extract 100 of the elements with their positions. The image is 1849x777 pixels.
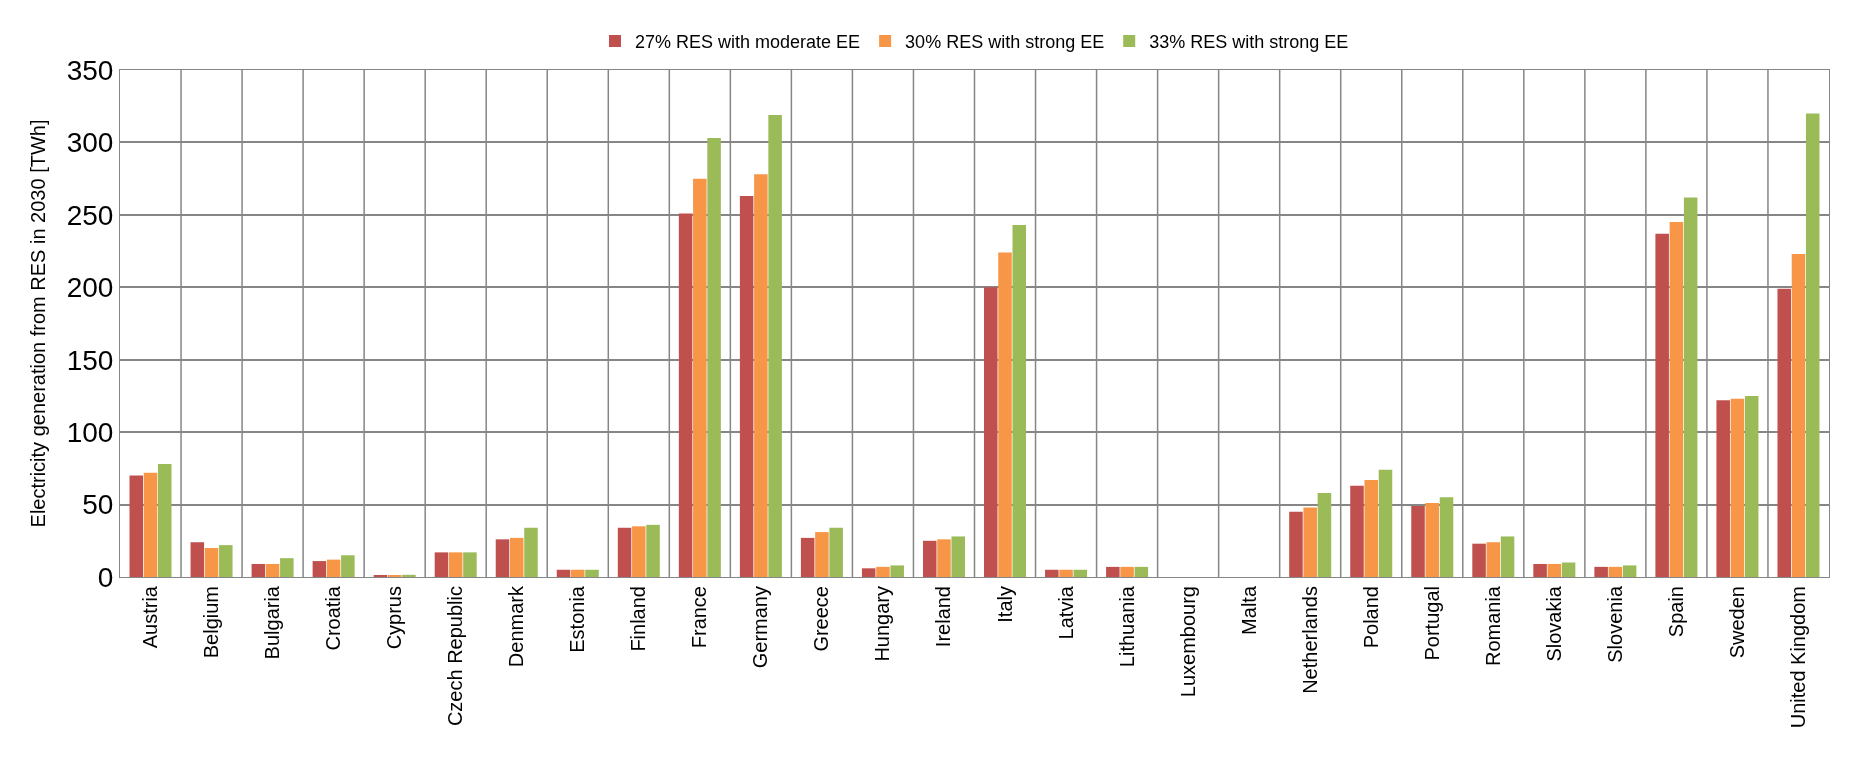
y-tick-label: 0 (97, 561, 114, 593)
bar (556, 569, 571, 577)
bar (448, 552, 463, 577)
bar (1608, 566, 1623, 577)
bar (1777, 288, 1792, 577)
bar (204, 548, 219, 577)
x-tick-label: Slovenia (1603, 585, 1626, 663)
x-tick-label: France (688, 586, 711, 649)
legend-label: 30% RES with strong EE (905, 32, 1105, 53)
bar (190, 542, 205, 577)
x-tick-label: Cyprus (383, 586, 406, 650)
bar (693, 178, 707, 577)
y-tick-label: 100 (66, 416, 114, 448)
bar (1073, 569, 1088, 577)
x-tick-label: Estonia (566, 585, 589, 653)
bar (998, 252, 1012, 577)
x-tick-label: Ireland (932, 586, 955, 648)
bar (1730, 398, 1745, 577)
bar (1683, 197, 1698, 577)
y-tick-label: 200 (66, 272, 114, 304)
bar (1500, 536, 1515, 577)
bar (402, 574, 416, 577)
bar (495, 539, 510, 577)
x-tick-label: Portugal (1420, 586, 1443, 661)
bar (1045, 569, 1059, 577)
bar (1594, 566, 1608, 577)
x-tick-label: Czech Republic (444, 586, 467, 727)
bar (1744, 395, 1759, 577)
bar (1622, 565, 1637, 577)
bar (1350, 485, 1364, 577)
bar (1486, 542, 1501, 577)
x-tick-label: Romania (1481, 585, 1504, 667)
bar (800, 537, 815, 577)
bar (1561, 562, 1576, 577)
y-tick-label: 150 (66, 344, 114, 376)
bar (890, 565, 904, 577)
bar (1411, 506, 1425, 577)
bar (951, 536, 965, 577)
bar (571, 569, 585, 577)
bar (678, 213, 693, 577)
bar (646, 524, 660, 577)
bar (1120, 566, 1134, 577)
bar (312, 561, 327, 577)
bar (463, 552, 477, 577)
x-tick-label: Spain (1664, 586, 1687, 638)
x-tick-label: Austria (139, 585, 162, 649)
bar (143, 472, 158, 577)
bar (707, 138, 721, 577)
bar (219, 545, 233, 577)
bar (1716, 400, 1730, 577)
bar (1378, 469, 1393, 577)
bar (434, 552, 449, 577)
bar (937, 539, 951, 577)
y-tick-label: 300 (66, 127, 114, 159)
x-tick-label: Italy (993, 586, 1016, 623)
bar (829, 527, 843, 577)
bar (326, 559, 341, 577)
bar (265, 563, 280, 577)
x-tick-label: Poland (1359, 586, 1382, 649)
bar (157, 464, 172, 577)
bar (617, 527, 632, 577)
y-tick-label: 50 (82, 489, 114, 521)
bar (922, 540, 937, 577)
bar (1425, 503, 1440, 577)
bar (1059, 569, 1073, 577)
bar (341, 555, 355, 577)
y-tick-label: 350 (66, 54, 114, 86)
bar (754, 174, 768, 577)
bar (1134, 566, 1149, 577)
bar (280, 558, 294, 577)
bar (1012, 225, 1027, 577)
x-tick-label: Germany (749, 586, 772, 669)
x-tick-label: Luxembourg (1176, 586, 1199, 698)
y-tick-label: 250 (66, 199, 114, 231)
bar (1364, 479, 1378, 577)
y-axis-title: Electricity generation from RES in 2030 [TWh] (27, 119, 50, 528)
bar (1289, 511, 1303, 577)
x-tick-label: Slovakia (1542, 585, 1565, 662)
bar (129, 475, 144, 577)
x-tick-label: Latvia (1054, 585, 1077, 640)
bar (1106, 566, 1120, 577)
bar (1317, 492, 1332, 577)
bar (1791, 253, 1806, 577)
bar (1439, 497, 1454, 577)
x-tick-label: Hungary (871, 586, 894, 662)
bar (1303, 507, 1317, 577)
x-tick-label: Sweden (1725, 586, 1748, 659)
bar (861, 568, 876, 577)
bar (984, 287, 998, 577)
bar (1655, 233, 1669, 577)
x-tick-label: Lithuania (1115, 585, 1138, 668)
x-tick-label: Finland (627, 586, 650, 652)
x-tick-label: Denmark (505, 585, 528, 668)
bar (632, 526, 646, 577)
bar (1805, 113, 1820, 577)
x-tick-label: Malta (1237, 585, 1260, 635)
legend-label: 27% RES with moderate EE (635, 32, 861, 53)
bar (251, 563, 266, 577)
bar (585, 569, 599, 577)
bar (876, 566, 890, 577)
